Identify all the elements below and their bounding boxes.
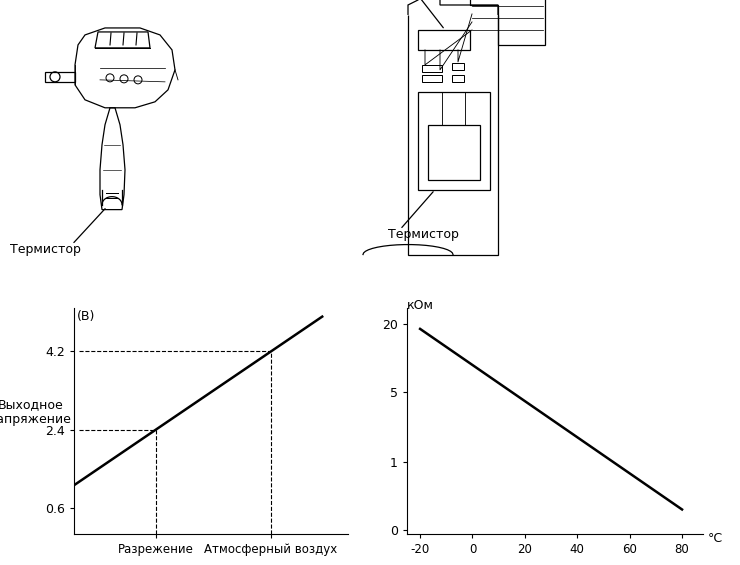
Bar bbox=[452, 75, 464, 82]
Text: °C: °C bbox=[708, 532, 724, 545]
Bar bbox=[422, 75, 442, 82]
Text: Термистор: Термистор bbox=[10, 242, 81, 255]
Bar bbox=[452, 63, 464, 70]
Text: Термистор: Термистор bbox=[388, 228, 459, 241]
Bar bbox=[422, 65, 442, 72]
Text: (В): (В) bbox=[76, 310, 95, 323]
Text: кОм: кОм bbox=[407, 299, 434, 312]
Text: Выходное
напряжение: Выходное напряжение bbox=[0, 398, 72, 426]
